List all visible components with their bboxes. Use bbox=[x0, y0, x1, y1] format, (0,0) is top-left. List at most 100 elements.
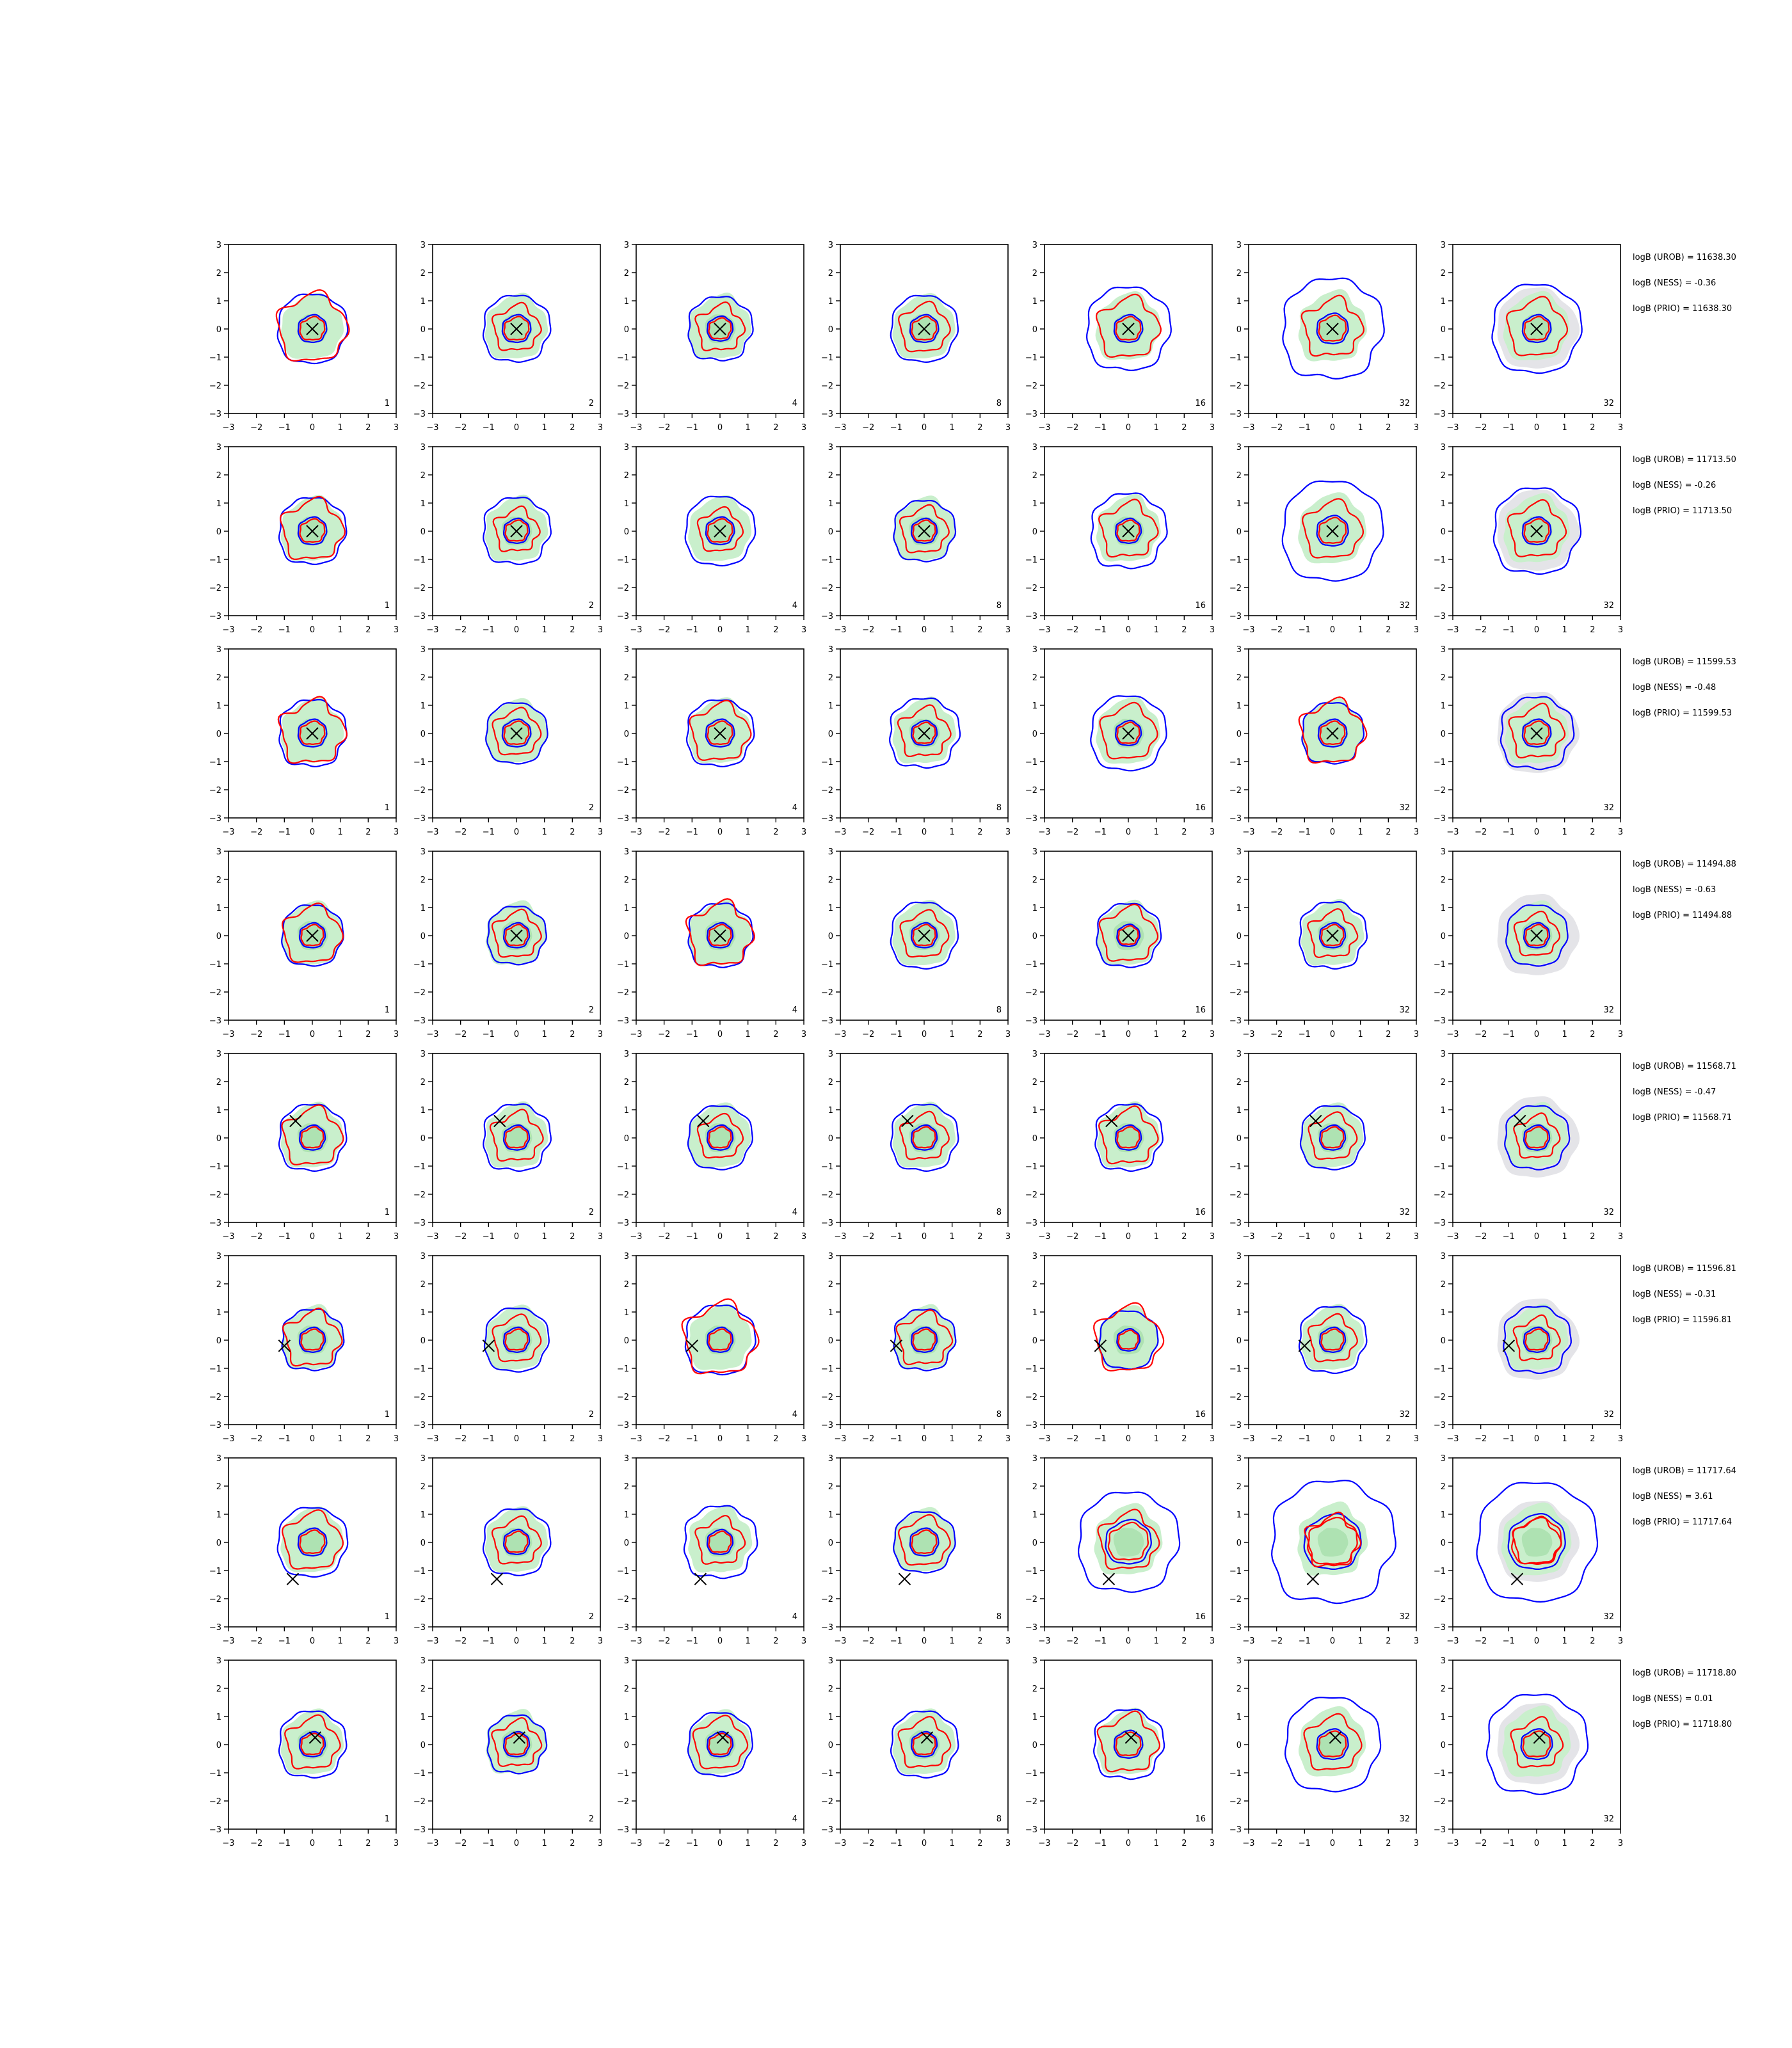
x-tick-label: −1 bbox=[1299, 625, 1311, 635]
red-contour-outer bbox=[899, 504, 950, 554]
y-tick-label: −1 bbox=[1229, 1567, 1242, 1576]
x-tick-label: 0 bbox=[1330, 423, 1335, 433]
x-tick-label: 2 bbox=[1590, 625, 1595, 635]
x-tick-label: 1 bbox=[746, 1839, 751, 1848]
marker-x bbox=[918, 323, 931, 335]
red-contour-inner bbox=[1511, 1516, 1562, 1565]
y-tick-label: 3 bbox=[624, 1050, 629, 1059]
panel-grid: −3 −3 −2 −2 −1 −1 0 0 1 1 2 2 3 3 1 −3 −3 −2 −2 −1 −1 0 0 1 1 2 2 3… bbox=[209, 241, 1736, 1848]
x-tick-label: −1 bbox=[890, 625, 902, 635]
y-tick-label: 0 bbox=[420, 1336, 426, 1346]
red-contour-outer bbox=[696, 1112, 744, 1159]
x-tick-label: 0 bbox=[1534, 1839, 1539, 1848]
y-tick-label: −3 bbox=[1434, 1219, 1446, 1228]
y-tick-label: 0 bbox=[1441, 527, 1446, 537]
y-tick-label: −3 bbox=[821, 1825, 833, 1835]
blue-contour-inner bbox=[501, 314, 532, 344]
y-tick-label: −2 bbox=[413, 1190, 426, 1200]
panel-label: 8 bbox=[996, 1814, 1002, 1824]
marker-x bbox=[1122, 323, 1135, 335]
red-contour-inner bbox=[912, 519, 936, 542]
x-tick-label: 3 bbox=[394, 423, 399, 433]
y-tick-label: −2 bbox=[209, 1393, 221, 1402]
x-tick-label: 1 bbox=[746, 1030, 751, 1039]
blue-contour-outer bbox=[1282, 277, 1385, 380]
x-tick-label: 2 bbox=[1590, 1232, 1595, 1242]
panel-label: 16 bbox=[1195, 601, 1206, 611]
x-tick-label: 2 bbox=[365, 1839, 371, 1848]
y-tick-label: −1 bbox=[821, 1364, 833, 1374]
x-tick-label: 1 bbox=[746, 1434, 751, 1444]
posterior-density-inner bbox=[1113, 1528, 1144, 1557]
y-tick-label: −3 bbox=[1229, 1825, 1242, 1835]
x-tick-label: −2 bbox=[250, 423, 262, 433]
y-tick-label: −1 bbox=[209, 758, 221, 767]
y-tick-label: −1 bbox=[1025, 758, 1037, 767]
marker-x bbox=[918, 929, 931, 942]
x-tick-label: −1 bbox=[686, 828, 698, 837]
blue-contour-outer bbox=[278, 698, 348, 768]
y-tick-label: 2 bbox=[1032, 673, 1037, 683]
x-tick-label: −2 bbox=[862, 1030, 874, 1039]
blue-contour-outer bbox=[1299, 1105, 1366, 1171]
y-tick-label: −3 bbox=[209, 612, 221, 621]
x-tick-label: −2 bbox=[862, 1839, 874, 1848]
x-tick-label: 2 bbox=[977, 625, 982, 635]
panel-label: 1 bbox=[385, 1005, 390, 1015]
blue-contour-inner bbox=[911, 1326, 938, 1354]
x-tick-label: −3 bbox=[1446, 1636, 1459, 1646]
y-tick-label: 1 bbox=[420, 1713, 426, 1722]
x-tick-label: −2 bbox=[862, 625, 874, 635]
marker-x bbox=[1326, 727, 1339, 740]
red-contour-inner bbox=[707, 720, 733, 745]
panel-r3-c4: −3−3 −2 −2 −1 −1 0 0 1 1 2 2 3 3 8 bbox=[821, 645, 1011, 837]
y-tick-label: −1 bbox=[413, 960, 426, 970]
x-tick-label: 3 bbox=[1618, 1232, 1623, 1242]
x-tick-label: −2 bbox=[250, 1434, 262, 1444]
blue-contour-outer bbox=[893, 1511, 956, 1574]
x-tick-label: −3 bbox=[222, 423, 234, 433]
y-tick-label: −2 bbox=[617, 786, 629, 796]
y-tick-label: −2 bbox=[617, 1393, 629, 1402]
x-tick-label: 3 bbox=[1414, 625, 1419, 635]
red-contour-outer bbox=[282, 1308, 343, 1367]
x-tick-label: 2 bbox=[1386, 1434, 1391, 1444]
x-tick-label: 0 bbox=[310, 1839, 315, 1848]
y-tick-label: 3 bbox=[828, 847, 833, 857]
y-tick-label: −1 bbox=[1434, 1567, 1446, 1576]
y-tick-label: −1 bbox=[617, 1769, 629, 1779]
x-tick-label: 1 bbox=[1562, 1030, 1567, 1039]
y-tick-label: 3 bbox=[1032, 1454, 1037, 1464]
panel-r6-c1: −3−3 −2 −2 −1 −1 0 0 1 1 2 2 3 3 1 bbox=[209, 1252, 399, 1444]
y-tick-label: 0 bbox=[1441, 1741, 1446, 1750]
y-tick-label: 2 bbox=[1441, 1684, 1446, 1694]
panel-r7-c4: −3−3 −2 −2 −1 −1 0 0 1 1 2 2 3 3 8 bbox=[821, 1454, 1011, 1646]
panel-r1-c5: −3−3 −2 −2 −1 −1 0 0 1 1 2 2 3 3 16 bbox=[1025, 241, 1215, 433]
y-tick-label: −3 bbox=[1229, 814, 1242, 824]
x-tick-label: −2 bbox=[250, 1030, 262, 1039]
y-tick-label: −3 bbox=[1229, 1623, 1242, 1633]
y-tick-label: −1 bbox=[1434, 353, 1446, 363]
y-tick-label: 1 bbox=[828, 1106, 833, 1116]
blue-contour-outer bbox=[1270, 1479, 1396, 1604]
x-tick-label: 1 bbox=[338, 1232, 343, 1242]
blue-contour-inner bbox=[1105, 1518, 1152, 1565]
panel-label: 2 bbox=[589, 1005, 594, 1015]
y-tick-label: 0 bbox=[420, 325, 426, 335]
red-contour-inner bbox=[912, 924, 936, 947]
panel-r2-c3: −3−3 −2 −2 −1 −1 0 0 1 1 2 2 3 3 4 bbox=[617, 443, 806, 635]
y-tick-label: −3 bbox=[1229, 410, 1242, 419]
x-tick-label: −1 bbox=[278, 1030, 291, 1039]
red-contour-outer bbox=[277, 696, 348, 764]
x-tick-label: −3 bbox=[222, 828, 234, 837]
row-annotation: logB (NESS) = -0.36 bbox=[1633, 278, 1716, 288]
x-tick-label: 1 bbox=[338, 1434, 343, 1444]
y-tick-label: −2 bbox=[1229, 1595, 1242, 1604]
y-tick-label: 3 bbox=[624, 1454, 629, 1464]
y-tick-label: −2 bbox=[821, 1797, 833, 1807]
marker-x bbox=[1530, 525, 1543, 538]
x-tick-label: −3 bbox=[426, 1839, 438, 1848]
panel-r8-c5: −3−3 −2 −2 −1 −1 0 0 1 1 2 2 3 3 16 bbox=[1025, 1656, 1215, 1848]
x-tick-label: −3 bbox=[426, 423, 438, 433]
x-tick-label: 2 bbox=[773, 423, 778, 433]
